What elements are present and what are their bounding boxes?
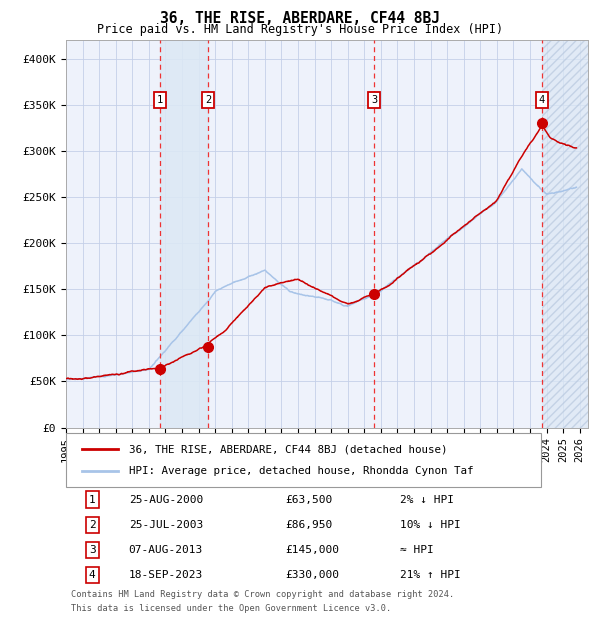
Text: 3: 3 [89,545,95,555]
Text: 25-AUG-2000: 25-AUG-2000 [128,495,203,505]
Text: 36, THE RISE, ABERDARE, CF44 8BJ (detached house): 36, THE RISE, ABERDARE, CF44 8BJ (detach… [128,444,447,454]
Text: 21% ↑ HPI: 21% ↑ HPI [400,570,461,580]
Text: Price paid vs. HM Land Registry's House Price Index (HPI): Price paid vs. HM Land Registry's House … [97,23,503,36]
Text: 18-SEP-2023: 18-SEP-2023 [128,570,203,580]
Text: 07-AUG-2013: 07-AUG-2013 [128,545,203,555]
Text: This data is licensed under the Open Government Licence v3.0.: This data is licensed under the Open Gov… [71,604,391,613]
Text: £63,500: £63,500 [285,495,332,505]
Bar [160,40,208,428]
FancyBboxPatch shape [66,433,541,487]
Text: 4: 4 [89,570,95,580]
Text: £86,950: £86,950 [285,520,332,529]
Text: 2: 2 [89,520,95,529]
Text: £330,000: £330,000 [285,570,339,580]
Text: 1: 1 [157,95,163,105]
Text: 1: 1 [89,495,95,505]
Text: Contains HM Land Registry data © Crown copyright and database right 2024.: Contains HM Land Registry data © Crown c… [71,590,454,599]
Text: 4: 4 [539,95,545,105]
Text: 25-JUL-2003: 25-JUL-2003 [128,520,203,529]
Text: 10% ↓ HPI: 10% ↓ HPI [400,520,461,529]
Text: 36, THE RISE, ABERDARE, CF44 8BJ: 36, THE RISE, ABERDARE, CF44 8BJ [160,11,440,26]
Text: HPI: Average price, detached house, Rhondda Cynon Taf: HPI: Average price, detached house, Rhon… [128,466,473,476]
Text: 2: 2 [205,95,211,105]
Text: 3: 3 [371,95,377,105]
Bar [542,40,588,428]
Text: ≈ HPI: ≈ HPI [400,545,434,555]
Text: £145,000: £145,000 [285,545,339,555]
Text: 2% ↓ HPI: 2% ↓ HPI [400,495,454,505]
